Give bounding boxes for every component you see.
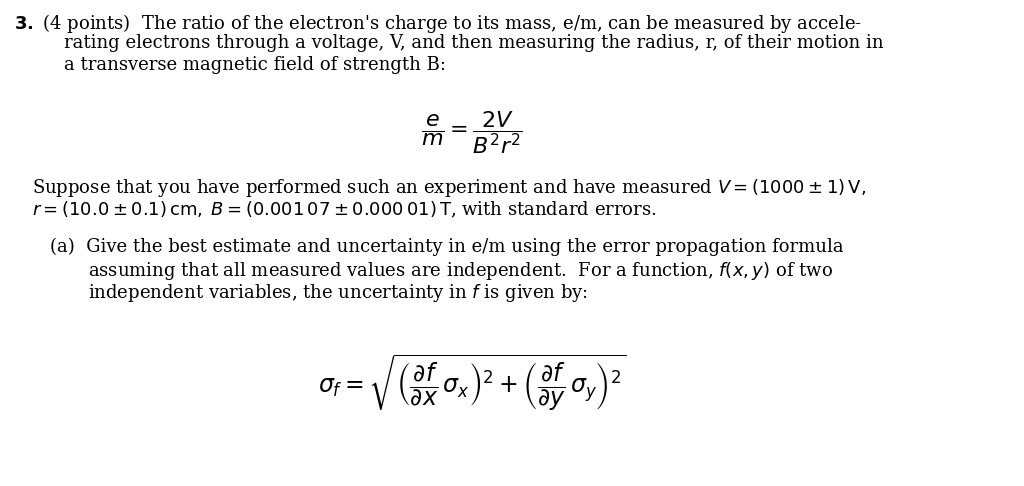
Text: assuming that all measured values are independent.  For a function, $f(x, y)$ of: assuming that all measured values are in… (88, 260, 833, 282)
Text: independent variables, the uncertainty in $f$ is given by:: independent variables, the uncertainty i… (88, 282, 588, 304)
Text: Suppose that you have performed such an experiment and have measured $V = (1000 : Suppose that you have performed such an … (32, 177, 866, 199)
Text: rating electrons through a voltage, V, and then measuring the radius, r, of thei: rating electrons through a voltage, V, a… (65, 34, 884, 52)
Text: $r = (10.0 \pm 0.1)\,\mathrm{cm},\; B = (0.001\,07 \pm 0.000\,01)\,\mathrm{T}$, : $r = (10.0 \pm 0.1)\,\mathrm{cm},\; B = … (32, 199, 656, 220)
Text: a transverse magnetic field of strength B:: a transverse magnetic field of strength … (65, 56, 446, 74)
Text: $\sigma_f = \sqrt{\left(\dfrac{\partial f}{\partial x}\,\sigma_x\right)^2 + \lef: $\sigma_f = \sqrt{\left(\dfrac{\partial … (317, 352, 626, 414)
Text: $\dfrac{e}{m} = \dfrac{2V}{B^2r^2}$: $\dfrac{e}{m} = \dfrac{2V}{B^2r^2}$ (421, 109, 523, 156)
Text: (a)  Give the best estimate and uncertainty in e/m using the error propagation f: (a) Give the best estimate and uncertain… (50, 238, 844, 257)
Text: $\mathbf{3.}$ (4 points)  The ratio of the electron's charge to its mass, e/m, c: $\mathbf{3.}$ (4 points) The ratio of th… (14, 12, 862, 35)
